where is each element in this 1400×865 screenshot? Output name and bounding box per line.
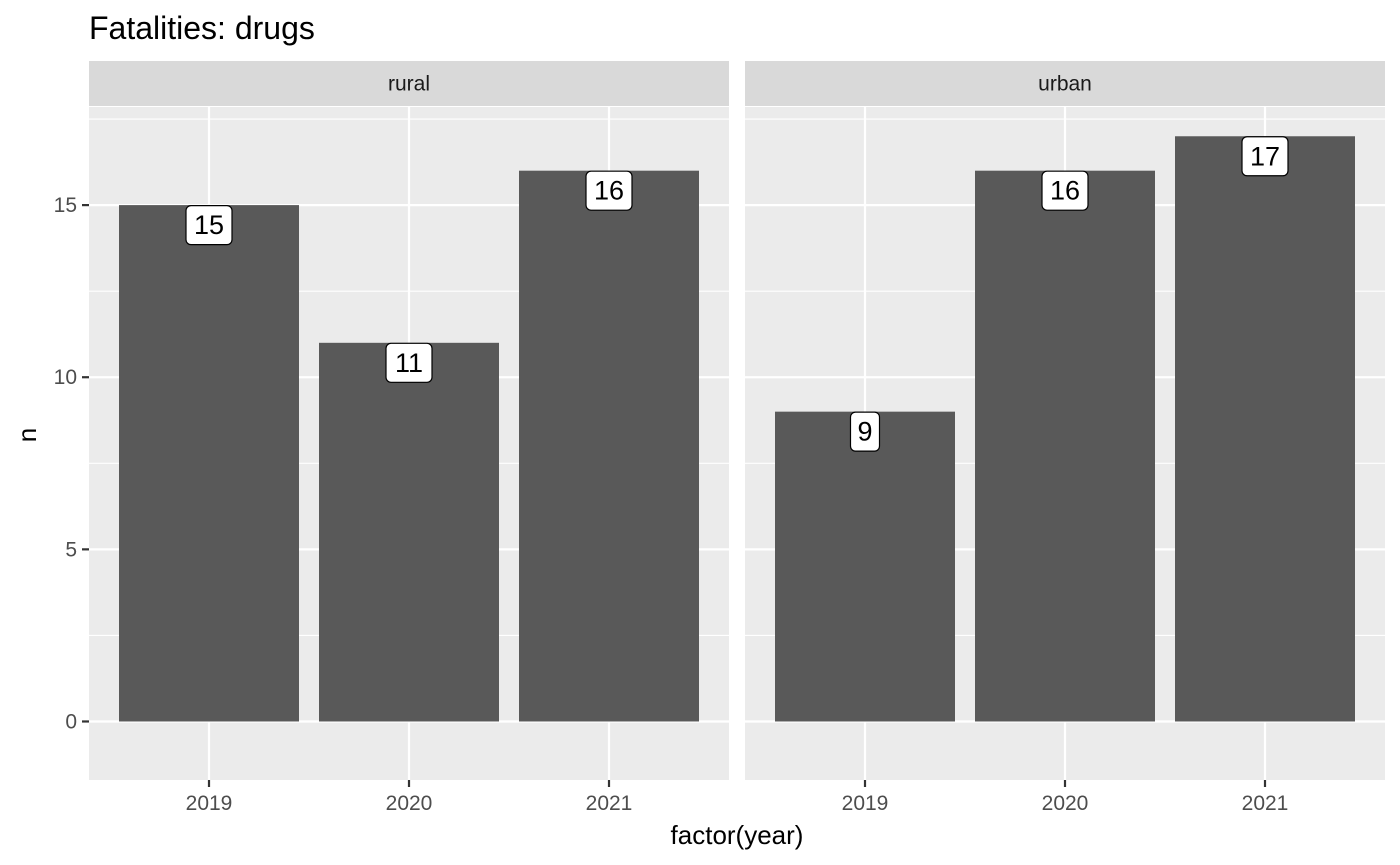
value-label-box [1241,136,1289,177]
bar-urban-2019 [775,411,955,722]
bar-urban-2020 [975,170,1155,722]
bar-rural-2021 [519,170,699,722]
facet-strip-label: urban [1038,73,1092,96]
y-axis: 0 5 10 15 [54,194,89,733]
value-label-box [585,170,633,211]
value-label-box [185,205,233,246]
value-label: 11 [395,348,423,378]
bar-rural-2019 [119,205,299,722]
x-tick-label: 2020 [386,792,433,815]
facet-panel-rural: rural 15 11 16 2019 2020 2021 [89,61,729,815]
facet-strip [89,61,729,106]
y-tick-label: 5 [65,538,77,561]
bar-urban-2021 [1175,136,1355,722]
x-tick-label: 2021 [1242,792,1289,815]
x-tick-label: 2020 [1042,792,1089,815]
x-tick-label: 2019 [186,792,233,815]
x-tick-label: 2021 [586,792,633,815]
y-tick-label: 0 [65,710,77,733]
facet-strip-label: rural [388,73,430,96]
value-label: 16 [594,176,624,206]
value-label: 16 [1050,176,1080,206]
facet-strip [745,61,1385,106]
y-axis-title: n [12,428,42,442]
bar-rural-2020 [319,342,499,722]
value-label-box [1041,170,1089,211]
chart-title: Fatalities: drugs [89,10,315,46]
value-label: 17 [1250,141,1280,171]
facet-panels: rural 15 11 16 2019 2020 2021 urban 9 16 17 2019 202… [89,61,1385,815]
y-tick-label: 10 [54,366,77,389]
value-label: 9 [857,417,872,447]
facet-panel-urban: urban 9 16 17 2019 2020 2021 [745,61,1385,815]
y-tick-label: 15 [54,194,77,217]
x-tick-label: 2019 [842,792,889,815]
value-label-box [849,411,881,452]
value-label: 15 [194,210,224,240]
x-axis-title: factor(year) [671,820,804,850]
value-label-box [385,342,433,383]
